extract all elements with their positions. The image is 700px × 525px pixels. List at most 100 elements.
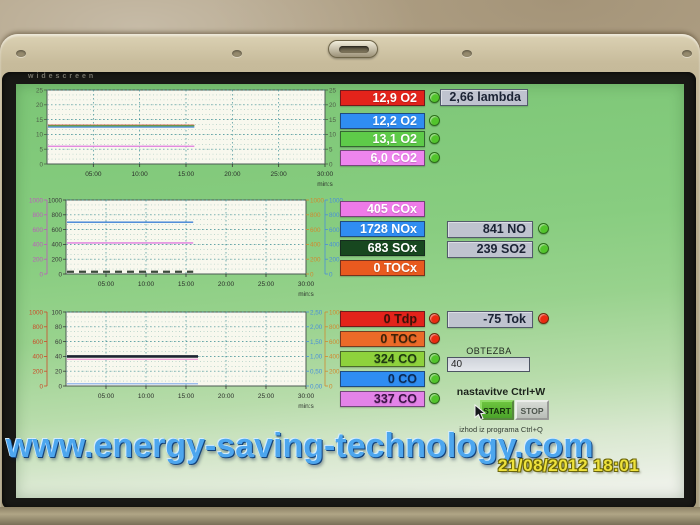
svg-text:10: 10 <box>329 132 337 139</box>
svg-text:10:00: 10:00 <box>132 171 149 178</box>
status-led-co-blue <box>429 373 440 384</box>
stop-button[interactable]: STOP <box>515 400 549 420</box>
status-led-tok <box>538 313 549 324</box>
svg-text:800: 800 <box>32 324 43 331</box>
svg-text:20: 20 <box>36 102 44 109</box>
svg-text:400: 400 <box>32 242 43 249</box>
svg-text:0: 0 <box>39 271 43 278</box>
svg-text:2,50: 2,50 <box>310 309 323 316</box>
value-box-so2: 239 SO2 <box>447 241 533 258</box>
value-box-co-green: 324 CO <box>340 351 425 367</box>
laptop-lid: widescreen 05:00 10:00 15:00 20:00 25:00 30:0… <box>0 34 700 525</box>
svg-text:0: 0 <box>310 271 314 278</box>
value-box-tok: -75 Tok <box>447 311 533 328</box>
svg-text:30:00: 30:00 <box>298 281 315 288</box>
svg-text:min:s: min:s <box>298 403 314 410</box>
svg-text:600: 600 <box>329 227 340 234</box>
svg-text:0,00: 0,00 <box>310 383 323 390</box>
start-button[interactable]: START <box>480 400 514 420</box>
svg-text:0: 0 <box>58 271 62 278</box>
rubber-bumper <box>682 50 692 57</box>
svg-text:20:00: 20:00 <box>218 393 235 400</box>
exit-shortcut-label: izhod iz programa Ctrl+Q <box>459 425 543 434</box>
status-led-co2 <box>429 152 440 163</box>
trend-chart-o2-co2: 05:00 10:00 15:00 20:00 25:00 30:00 min:s 0 5 10 1… <box>22 84 352 192</box>
watermark-text: www.energy-saving-technology.com <box>6 427 594 465</box>
value-box-co-blue: 0 CO <box>340 371 425 387</box>
svg-text:1,00: 1,00 <box>310 354 323 361</box>
obtezba-label: OBTEZBA <box>466 346 512 356</box>
svg-text:min:s: min:s <box>317 181 333 188</box>
svg-text:0: 0 <box>329 271 333 278</box>
svg-text:1000: 1000 <box>329 309 344 316</box>
rubber-bumper <box>16 50 26 57</box>
svg-text:10:00: 10:00 <box>138 393 155 400</box>
rubber-bumper <box>462 50 472 57</box>
value-box-toc: 0 TOC <box>340 331 425 347</box>
svg-text:1000: 1000 <box>310 197 325 204</box>
status-led-toc <box>429 333 440 344</box>
value-box-o2-red: 12,9 O2 <box>340 90 425 106</box>
screen-bezel: widescreen 05:00 10:00 15:00 20:00 25:00 30:0… <box>2 72 696 509</box>
svg-text:600: 600 <box>32 339 43 346</box>
svg-text:200: 200 <box>32 369 43 376</box>
value-box-nox: 1728 NOx <box>340 221 425 237</box>
settings-shortcut-label: nastavitve Ctrl+W <box>456 386 546 398</box>
value-box-o2-blue: 12,2 O2 <box>340 113 425 129</box>
value-box-lambda: 2,66 lambda <box>440 89 528 106</box>
status-led-co-violet <box>429 393 440 404</box>
svg-text:25:00: 25:00 <box>271 171 288 178</box>
svg-text:1000: 1000 <box>29 309 44 316</box>
value-box-cox: 405 COx <box>340 201 425 217</box>
svg-text:25: 25 <box>329 87 337 94</box>
svg-text:1000: 1000 <box>329 197 344 204</box>
svg-text:min:s: min:s <box>298 291 314 298</box>
svg-text:15: 15 <box>36 117 44 124</box>
svg-text:20: 20 <box>329 102 337 109</box>
mouse-cursor-icon <box>474 404 487 421</box>
svg-text:600: 600 <box>329 339 340 346</box>
svg-text:400: 400 <box>329 354 340 361</box>
status-led-o2-blue <box>429 115 440 126</box>
trend-chart-tdp-toc-co: 05:00 10:00 15:00 20:00 25:00 30:00 min:s 0 200 4… <box>22 306 352 414</box>
value-box-co-violet: 337 CO <box>340 391 425 407</box>
svg-text:5: 5 <box>329 147 333 154</box>
rubber-bumper <box>232 50 242 57</box>
svg-text:0: 0 <box>39 383 43 390</box>
svg-text:800: 800 <box>329 212 340 219</box>
lid-latch <box>328 40 378 58</box>
status-led-o2-green <box>429 133 440 144</box>
svg-text:400: 400 <box>51 242 62 249</box>
svg-text:400: 400 <box>310 242 321 249</box>
svg-text:800: 800 <box>310 212 321 219</box>
svg-text:15:00: 15:00 <box>178 281 195 288</box>
svg-text:0: 0 <box>39 161 43 168</box>
svg-text:30:00: 30:00 <box>317 171 334 178</box>
svg-text:0: 0 <box>329 161 333 168</box>
svg-text:800: 800 <box>329 324 340 331</box>
status-led-tdp <box>429 313 440 324</box>
svg-text:200: 200 <box>329 257 340 264</box>
svg-text:1,50: 1,50 <box>310 339 323 346</box>
svg-text:2,00: 2,00 <box>310 324 323 331</box>
svg-text:800: 800 <box>32 212 43 219</box>
svg-text:05:00: 05:00 <box>98 393 115 400</box>
value-box-tocx: 0 TOCx <box>340 260 425 276</box>
svg-text:20:00: 20:00 <box>218 281 235 288</box>
monitoring-app-screen: 05:00 10:00 15:00 20:00 25:00 30:00 min:s 0 5 10 1… <box>16 84 684 498</box>
laptop-hinge <box>0 507 700 525</box>
value-box-sox: 683 SOx <box>340 240 425 256</box>
svg-text:80: 80 <box>55 324 63 331</box>
svg-text:05:00: 05:00 <box>98 281 115 288</box>
status-led-so2 <box>538 243 549 254</box>
svg-text:200: 200 <box>310 257 321 264</box>
status-led-co-green <box>429 353 440 364</box>
svg-text:1000: 1000 <box>48 197 63 204</box>
obtezba-input[interactable] <box>447 357 530 372</box>
svg-text:15: 15 <box>329 117 337 124</box>
value-box-co2: 6,0 CO2 <box>340 150 425 166</box>
svg-text:60: 60 <box>55 339 63 346</box>
svg-text:0: 0 <box>329 383 333 390</box>
svg-text:600: 600 <box>310 227 321 234</box>
value-box-no: 841 NO <box>447 221 533 238</box>
